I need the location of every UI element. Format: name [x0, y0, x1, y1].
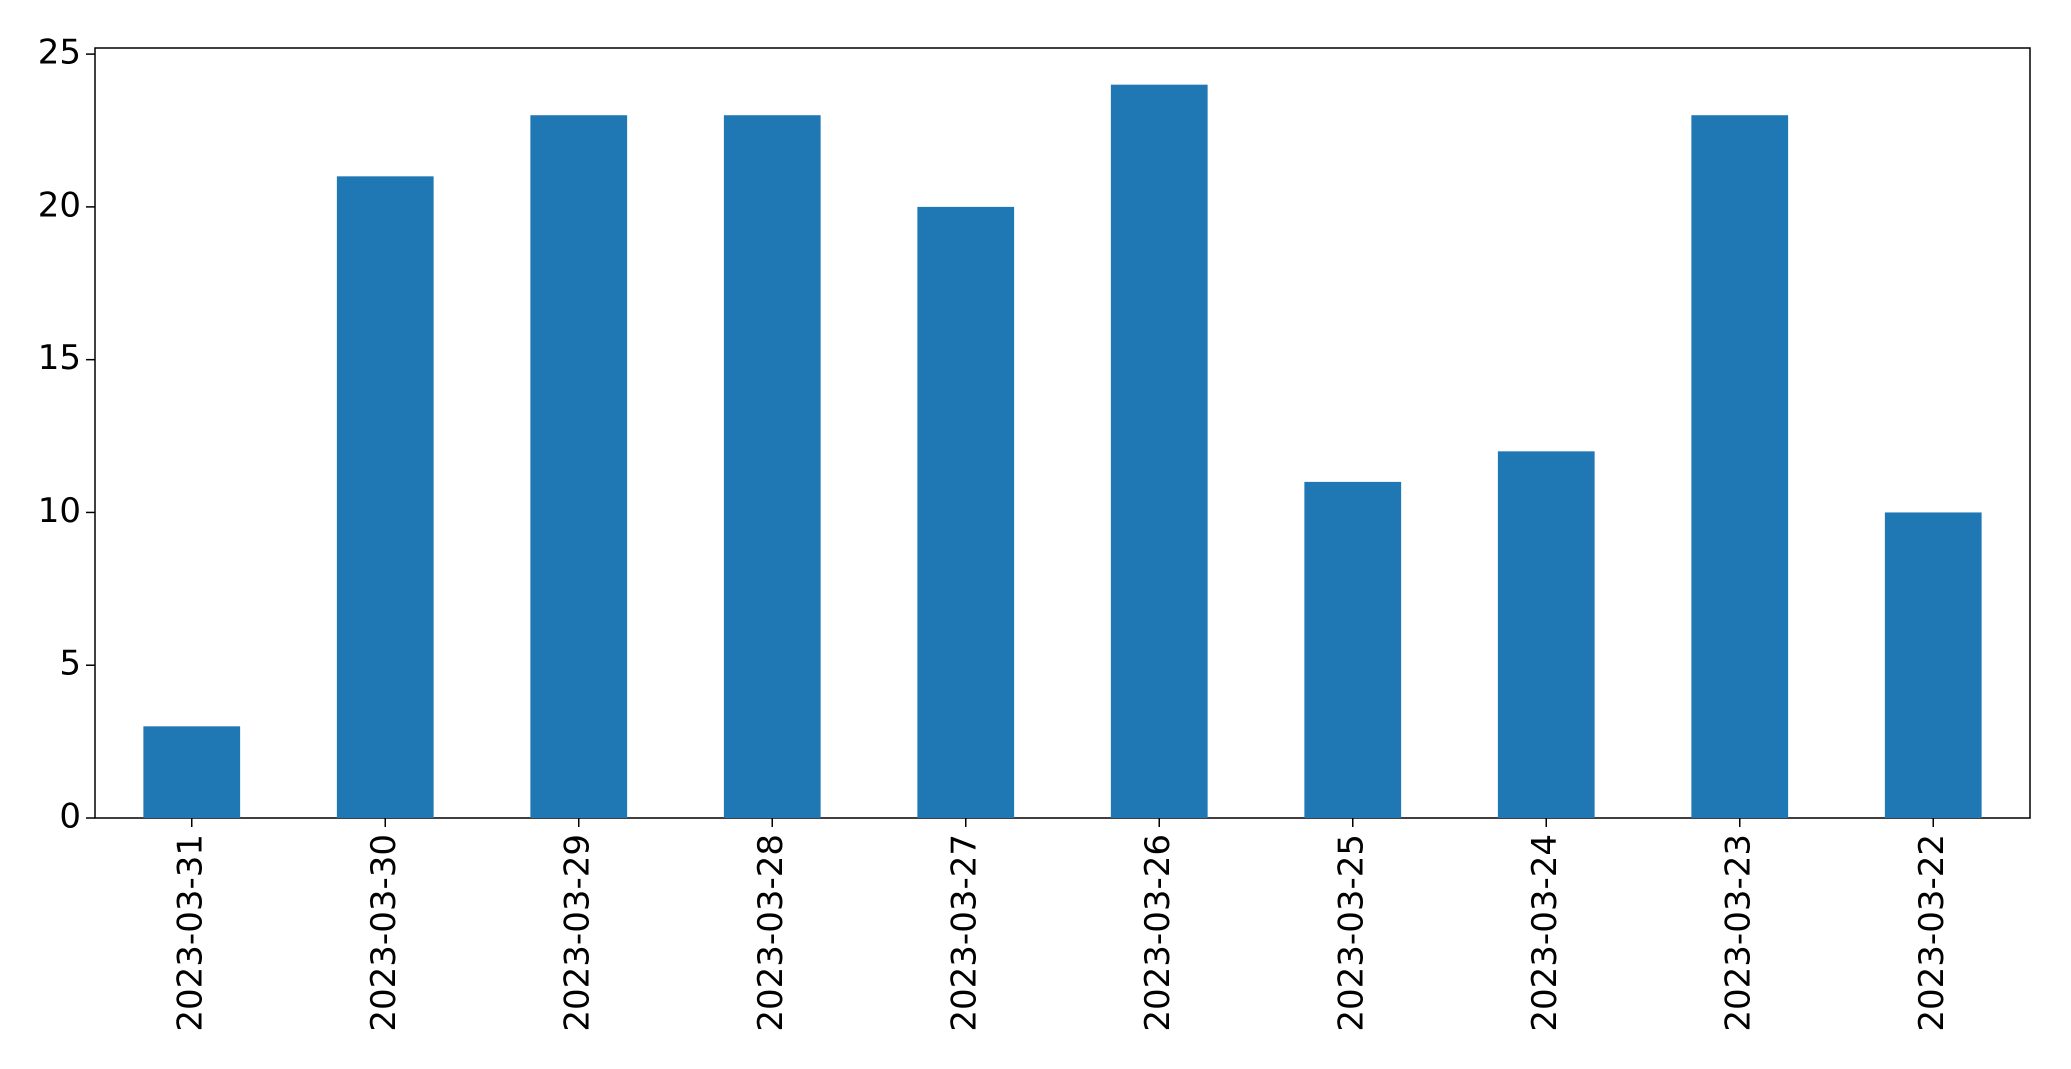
y-tick-label: 10 — [38, 491, 81, 531]
x-tick-label: 2023-03-27 — [944, 834, 984, 1032]
x-tick-label: 2023-03-23 — [1718, 834, 1758, 1032]
x-tick-label: 2023-03-25 — [1331, 834, 1371, 1032]
bar — [336, 176, 434, 819]
bar — [1304, 481, 1402, 818]
x-tick-label: 2023-03-30 — [364, 834, 404, 1032]
x-tick-label: 2023-03-26 — [1138, 834, 1178, 1032]
bar — [1691, 115, 1789, 818]
x-tick-label: 2023-03-29 — [557, 834, 597, 1032]
bar — [530, 115, 628, 818]
bar — [1110, 84, 1208, 818]
y-tick-label: 0 — [59, 797, 81, 837]
x-tick-label: 2023-03-28 — [751, 834, 791, 1032]
x-tick-label: 2023-03-22 — [1912, 834, 1952, 1032]
y-tick-label: 20 — [38, 185, 81, 225]
y-tick-label: 15 — [38, 338, 81, 378]
x-tick-label: 2023-03-24 — [1525, 834, 1565, 1032]
bar — [143, 726, 241, 818]
x-tick-label: 2023-03-31 — [170, 834, 210, 1032]
bar — [1497, 451, 1595, 818]
bar — [917, 206, 1015, 818]
y-tick-label: 25 — [38, 33, 81, 73]
plot-frame — [94, 47, 2031, 819]
bar — [1884, 512, 1982, 818]
bar — [723, 115, 821, 818]
y-tick-label: 5 — [59, 644, 81, 684]
